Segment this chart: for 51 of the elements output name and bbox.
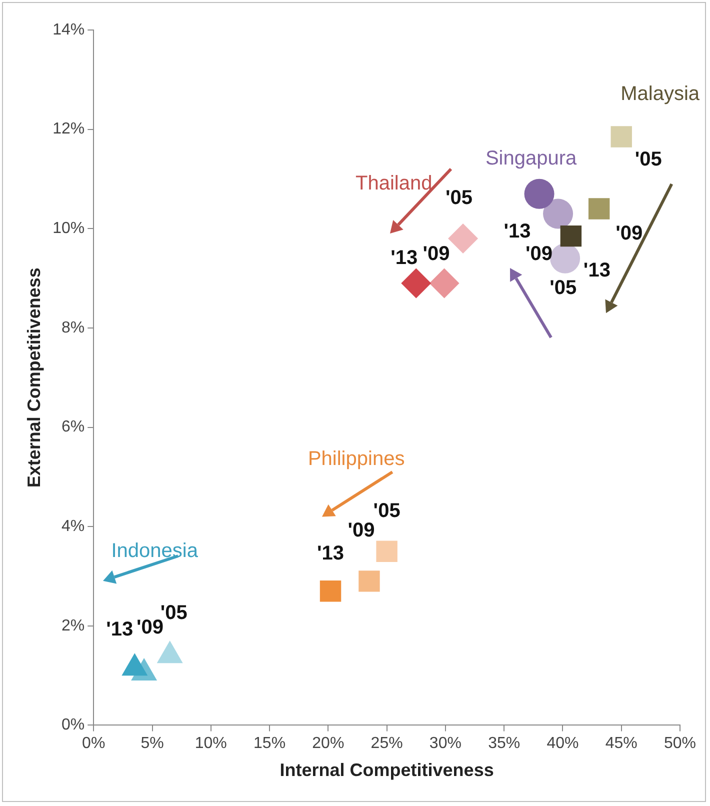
point — [550, 243, 580, 274]
point — [610, 126, 632, 148]
annotation: '09 — [616, 222, 643, 244]
x-tick-label: 5% — [140, 735, 164, 752]
x-axis-title: Internal Competitiveness — [280, 760, 494, 780]
y-tick-label: 6% — [62, 418, 85, 436]
y-tick-label: 12% — [52, 120, 85, 138]
series-label: Malaysia — [620, 83, 700, 106]
annotation: '13 — [390, 246, 418, 269]
series-label: Singapura — [485, 148, 578, 170]
annotation: '09 — [526, 243, 553, 266]
annotation: '13 — [583, 260, 610, 282]
text: Indonesia — [111, 540, 199, 562]
x-tick-label: 30% — [429, 735, 462, 752]
x-tick-label: 25% — [370, 735, 403, 752]
point — [401, 268, 432, 298]
y-tick-label: 14% — [52, 21, 85, 38]
annotation: '05 — [373, 500, 400, 522]
annotation: '09 — [136, 616, 164, 639]
annotation: '09 — [422, 242, 450, 265]
y-tick-label: 10% — [52, 220, 85, 238]
y-tick-label: 8% — [62, 319, 85, 336]
point — [588, 198, 610, 220]
annotation: '05 — [634, 148, 662, 170]
annotation: '13 — [106, 618, 134, 641]
text: Philippines — [308, 448, 405, 470]
x-tick-label: 10% — [194, 735, 227, 752]
annotation: '09 — [348, 520, 375, 542]
x-tick-label: 20% — [312, 735, 344, 752]
x-tick-label: 50% — [664, 735, 696, 752]
x-tick-label: 0% — [82, 735, 106, 752]
annotation: '13 — [317, 542, 344, 565]
annotation: '13 — [504, 220, 531, 242]
y-tick-label: 2% — [62, 617, 85, 634]
y-tick-label: 0% — [62, 716, 85, 734]
point — [524, 178, 554, 209]
y-axis-title: External Competitiveness — [24, 268, 44, 488]
x-tick-label: 45% — [605, 735, 638, 752]
point — [429, 268, 460, 298]
x-tick-label: 35% — [488, 735, 520, 752]
y-tick-label: 4% — [62, 518, 85, 535]
point — [122, 653, 148, 676]
point — [448, 224, 478, 254]
annotation: '05 — [446, 187, 473, 210]
point — [543, 198, 574, 229]
point — [560, 225, 582, 247]
text: Thailand — [355, 172, 432, 194]
x-tick-label: 15% — [254, 735, 286, 752]
x-tick-label: 40% — [546, 735, 579, 752]
annotation: '05 — [550, 276, 577, 299]
point — [156, 640, 183, 664]
